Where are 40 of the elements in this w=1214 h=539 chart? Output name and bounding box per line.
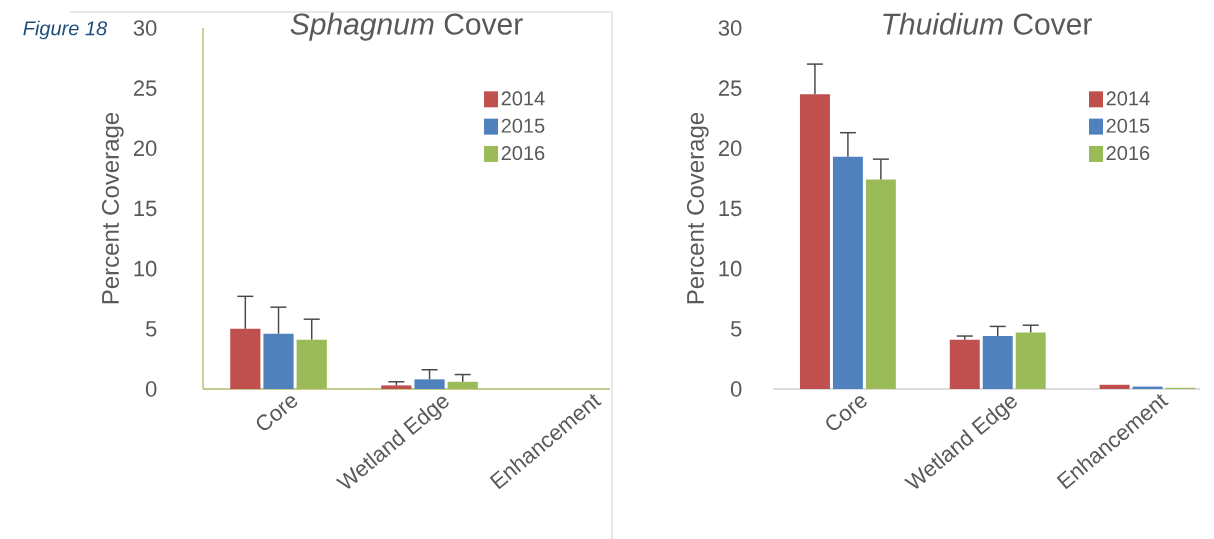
caption: Figure 18 <box>23 20 108 40</box>
bar <box>230 328 261 389</box>
bar <box>832 156 863 389</box>
y-tick-label: 20 <box>718 140 742 157</box>
y-tick-label: 25 <box>133 80 157 96</box>
y-tick-label: 5 <box>145 321 157 337</box>
legend-label: 2014 <box>501 91 545 106</box>
legend-label: 2014 <box>1106 91 1150 106</box>
bar <box>447 381 478 389</box>
y-tick-label: 5 <box>730 321 742 337</box>
bar <box>414 379 445 389</box>
y-tick-label: 20 <box>133 140 157 157</box>
bar <box>1015 332 1046 389</box>
legend-label: 2015 <box>501 118 545 133</box>
x-tick-label: Core <box>826 396 867 431</box>
legend-label: 2016 <box>1106 145 1150 161</box>
bar <box>296 339 327 389</box>
y-tick-label: 10 <box>134 260 157 277</box>
chart-title: Sphagnum Cover <box>290 12 523 41</box>
y-tick-label: 15 <box>134 200 157 217</box>
bar <box>982 336 1013 389</box>
bar <box>949 339 980 389</box>
y-tick-label: 0 <box>145 381 157 397</box>
bar <box>263 333 294 389</box>
bar <box>1099 384 1130 389</box>
chart-title: Thuidium Cover <box>883 12 1092 35</box>
y-axis-title: Percent Coverage <box>101 112 124 304</box>
y-tick-label: 30 <box>133 20 157 36</box>
y-tick-label: 15 <box>719 200 742 217</box>
y-tick-label: 0 <box>730 381 742 397</box>
legend-label: 2016 <box>501 145 545 161</box>
y-tick-label: 25 <box>718 80 742 96</box>
bar <box>865 179 896 389</box>
bar <box>381 385 412 389</box>
y-tick-label: 30 <box>718 20 742 36</box>
bar <box>799 94 830 389</box>
x-tick-label: Core <box>256 396 298 431</box>
legend-label: 2015 <box>1106 118 1150 133</box>
y-axis-title: Percent Coverage <box>686 112 709 304</box>
y-tick-label: 10 <box>719 260 742 277</box>
